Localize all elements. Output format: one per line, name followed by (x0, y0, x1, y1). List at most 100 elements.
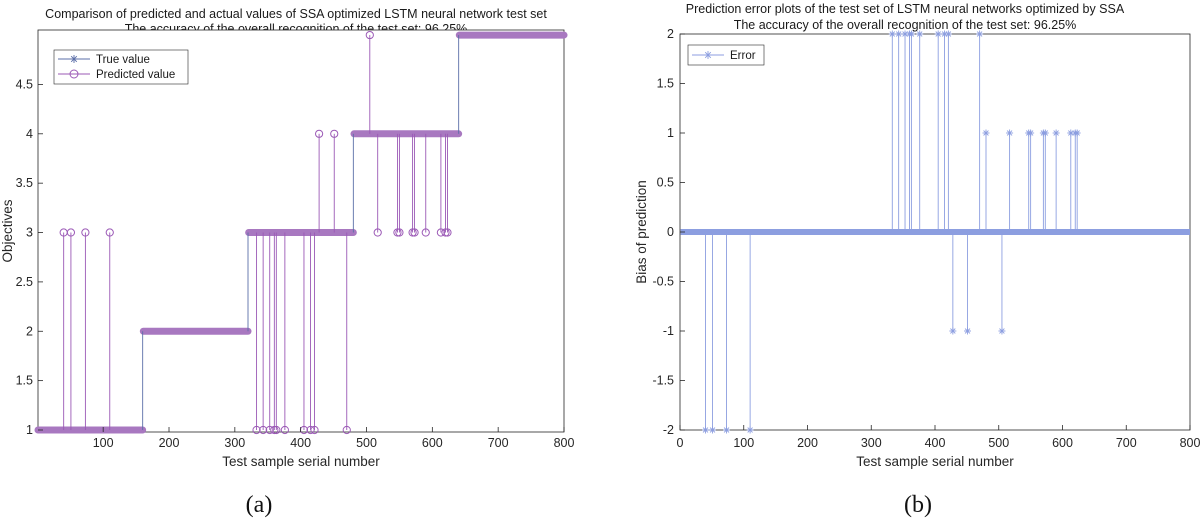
chart-a-ticks: 100 200 300 400 500 600 700 800 1 1.5 2 2.5 3 3.5 4 4.5 (16, 77, 575, 450)
chart-b-x-tick-label: 600 (1052, 436, 1073, 450)
chart-a-x-tick-label: 600 (422, 436, 443, 450)
error-point (1073, 129, 1081, 137)
error-point (1027, 129, 1035, 137)
legend-true-value-marker (70, 55, 78, 63)
predicted-value-point (259, 425, 268, 435)
predicted-value-point (342, 425, 351, 435)
predicted-value-point (393, 228, 402, 237)
chart-b-x-tick-label: 800 (1180, 436, 1200, 450)
predicted-value-point (436, 228, 445, 237)
chart-b-x-tick-label: 300 (861, 436, 882, 450)
error-point (976, 30, 984, 38)
predicted-value-point (330, 129, 339, 138)
chart-b-x-tick-label: 200 (797, 436, 818, 450)
error-point (1052, 129, 1060, 137)
chart-b-y-tick-label: -1 (663, 324, 674, 338)
error-point (998, 327, 1006, 335)
chart-a-y-tick-label: 4.5 (16, 77, 33, 91)
predicted-value-point (441, 228, 450, 237)
chart-b-x-tick-label: 500 (988, 436, 1009, 450)
chart-a-y-tick-label: 2 (26, 324, 33, 338)
chart-b-y-tick-label: -0.5 (652, 275, 674, 289)
panel-b-caption: (b) (904, 492, 932, 518)
chart-b-x-axis-label: Test sample serial number (856, 454, 1014, 469)
error-point (702, 426, 709, 434)
predicted-value-point (373, 228, 382, 237)
chart-a-x-tick-label: 800 (554, 436, 575, 450)
chart-b-y-tick-label: 1 (667, 126, 674, 140)
error-point (895, 30, 903, 38)
chart-a-y-tick-label: 1.5 (16, 374, 33, 388)
chart-a-y-tick-label: 1 (26, 423, 33, 437)
predicted-value-point (421, 228, 430, 237)
chart-b-legend: Error (687, 44, 765, 66)
chart-b-x-tick-label: 0 (677, 436, 684, 450)
error-point (944, 30, 952, 38)
predicted-value-point (315, 129, 324, 138)
chart-b-y-tick-label: 2 (667, 27, 674, 41)
chart-b-y-tick-label: 0.5 (657, 176, 674, 190)
predicted-value-point (265, 425, 274, 435)
error-point (916, 30, 924, 38)
predicted-value-point (105, 228, 114, 237)
chart-a-x-tick-label: 300 (224, 436, 245, 450)
legend-predicted-value-circle-icon (69, 69, 79, 79)
chart-b-title: Prediction error plots of the test set o… (686, 2, 1125, 16)
predicted-value-point (252, 425, 261, 435)
error-point (982, 129, 990, 137)
chart-b-y-tick-label: -1.5 (652, 374, 674, 388)
chart-b-y-axis-label: Bias of prediction (634, 180, 649, 284)
chart-b-ticks: 0 100 200 300 400 500 600 700 800 -2 -1.5 -1 -0.5 0 0.… (652, 27, 1200, 450)
predicted-value-point (81, 228, 90, 237)
error-point (709, 426, 717, 434)
error-point (723, 426, 731, 434)
chart-b-subtitle: The accuracy of the overall recognition … (734, 18, 1077, 32)
chart-a-y-tick-label: 4 (26, 127, 33, 141)
predicted-value-point (272, 425, 281, 435)
chart-b-x-tick-label: 100 (733, 436, 754, 450)
predicted-value-point (270, 425, 279, 435)
error-point (1041, 129, 1049, 137)
chart-a-y-axis-label: Objectives (0, 199, 15, 262)
legend-error-marker (704, 51, 712, 59)
error-point (964, 327, 972, 335)
legend-error-label: Error (730, 50, 756, 62)
chart-a-marks (34, 30, 568, 435)
chart-b-legend-box (687, 44, 765, 66)
chart-a-y-tick-label: 3 (26, 226, 33, 240)
chart-a-x-axis-label: Test sample serial number (222, 454, 380, 469)
error-point (949, 327, 957, 335)
predicted-value-point (395, 228, 404, 237)
predicted-value-point (408, 228, 417, 237)
predicted-value-point (280, 425, 289, 435)
error-point (888, 30, 896, 38)
predicted-value-point (443, 228, 452, 237)
error-point (746, 426, 754, 434)
chart-b-marks (680, 30, 1190, 434)
chart-b-y-tick-label: -2 (663, 423, 674, 437)
chart-a-x-tick-label: 700 (488, 436, 509, 450)
chart-a-title: Comparison of predicted and actual value… (45, 7, 547, 21)
legend-error-asterisk-icon (704, 51, 712, 59)
predicted-value-point (310, 425, 319, 435)
legend-predicted-value-label: Predicted value (96, 69, 175, 81)
chart-b-x-tick-label: 400 (925, 436, 946, 450)
chart-b-y-tick-label: 1.5 (657, 77, 674, 91)
chart-b-y-tick-label: 0 (667, 225, 674, 239)
panel-a-caption: (a) (246, 492, 273, 518)
chart-b-x-tick-label: 700 (1116, 436, 1137, 450)
predicted-value-point (410, 228, 419, 237)
legend-true-value-label: True value (96, 54, 150, 66)
predicted-value-point (66, 228, 76, 237)
chart-a-legend: True value Predicted value (53, 49, 189, 85)
chart-a-x-tick-label: 400 (290, 436, 311, 450)
chart-a-x-tick-label: 500 (356, 436, 377, 450)
chart-panel-b: Prediction error plots of the test set o… (634, 2, 1200, 518)
error-point (1006, 129, 1014, 137)
legend-true-value-asterisk-icon (70, 55, 78, 63)
chart-panel-a: Comparison of predicted and actual value… (0, 7, 574, 518)
chart-a-x-tick-label: 200 (159, 436, 180, 450)
chart-a-y-tick-label: 3.5 (16, 176, 33, 190)
error-point (934, 30, 942, 38)
